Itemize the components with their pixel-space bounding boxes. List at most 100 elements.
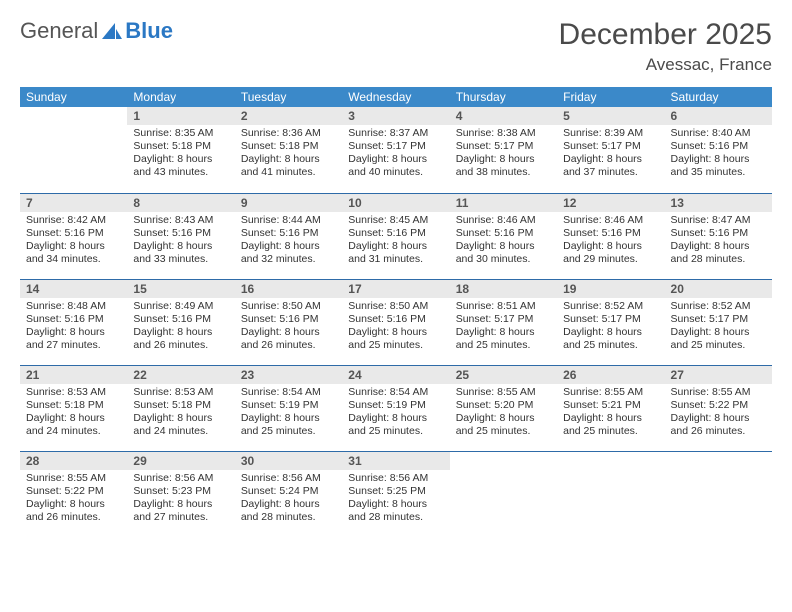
calendar-cell: 28Sunrise: 8:55 AMSunset: 5:22 PMDayligh… xyxy=(20,451,127,537)
day-number: 27 xyxy=(665,366,772,384)
day-number: 4 xyxy=(450,107,557,125)
logo-text-blue: Blue xyxy=(125,18,173,44)
dow-header: Friday xyxy=(557,87,664,107)
day-number: 18 xyxy=(450,280,557,298)
day-number: 14 xyxy=(20,280,127,298)
day-detail: Sunrise: 8:56 AMSunset: 5:23 PMDaylight:… xyxy=(127,470,234,529)
calendar-cell: 8Sunrise: 8:43 AMSunset: 5:16 PMDaylight… xyxy=(127,193,234,279)
day-detail: Sunrise: 8:39 AMSunset: 5:17 PMDaylight:… xyxy=(557,125,664,184)
calendar-cell: 21Sunrise: 8:53 AMSunset: 5:18 PMDayligh… xyxy=(20,365,127,451)
day-detail: Sunrise: 8:48 AMSunset: 5:16 PMDaylight:… xyxy=(20,298,127,357)
calendar-cell: 25Sunrise: 8:55 AMSunset: 5:20 PMDayligh… xyxy=(450,365,557,451)
day-detail: Sunrise: 8:47 AMSunset: 5:16 PMDaylight:… xyxy=(665,212,772,271)
calendar-cell: 17Sunrise: 8:50 AMSunset: 5:16 PMDayligh… xyxy=(342,279,449,365)
calendar-cell: 18Sunrise: 8:51 AMSunset: 5:17 PMDayligh… xyxy=(450,279,557,365)
day-number: 17 xyxy=(342,280,449,298)
calendar-week-row: 21Sunrise: 8:53 AMSunset: 5:18 PMDayligh… xyxy=(20,365,772,451)
calendar-cell: 26Sunrise: 8:55 AMSunset: 5:21 PMDayligh… xyxy=(557,365,664,451)
dow-header: Wednesday xyxy=(342,87,449,107)
calendar-header: SundayMondayTuesdayWednesdayThursdayFrid… xyxy=(20,87,772,107)
calendar-cell: 19Sunrise: 8:52 AMSunset: 5:17 PMDayligh… xyxy=(557,279,664,365)
day-detail: Sunrise: 8:51 AMSunset: 5:17 PMDaylight:… xyxy=(450,298,557,357)
day-number: 31 xyxy=(342,452,449,470)
title-block: December 2025 Avessac, France xyxy=(559,18,772,83)
calendar-week-row: 1Sunrise: 8:35 AMSunset: 5:18 PMDaylight… xyxy=(20,107,772,193)
day-detail: Sunrise: 8:53 AMSunset: 5:18 PMDaylight:… xyxy=(20,384,127,443)
day-number: 5 xyxy=(557,107,664,125)
page-title: December 2025 xyxy=(559,18,772,51)
day-number: 23 xyxy=(235,366,342,384)
day-number: 24 xyxy=(342,366,449,384)
day-number: 15 xyxy=(127,280,234,298)
day-detail: Sunrise: 8:55 AMSunset: 5:20 PMDaylight:… xyxy=(450,384,557,443)
calendar-cell xyxy=(450,451,557,537)
calendar-cell: 10Sunrise: 8:45 AMSunset: 5:16 PMDayligh… xyxy=(342,193,449,279)
calendar-page: General Blue December 2025 Avessac, Fran… xyxy=(0,0,792,547)
calendar-week-row: 14Sunrise: 8:48 AMSunset: 5:16 PMDayligh… xyxy=(20,279,772,365)
calendar-cell: 22Sunrise: 8:53 AMSunset: 5:18 PMDayligh… xyxy=(127,365,234,451)
calendar-cell: 3Sunrise: 8:37 AMSunset: 5:17 PMDaylight… xyxy=(342,107,449,193)
calendar-cell: 14Sunrise: 8:48 AMSunset: 5:16 PMDayligh… xyxy=(20,279,127,365)
calendar-cell: 4Sunrise: 8:38 AMSunset: 5:17 PMDaylight… xyxy=(450,107,557,193)
day-number: 11 xyxy=(450,194,557,212)
calendar-cell: 9Sunrise: 8:44 AMSunset: 5:16 PMDaylight… xyxy=(235,193,342,279)
day-number: 21 xyxy=(20,366,127,384)
day-detail: Sunrise: 8:36 AMSunset: 5:18 PMDaylight:… xyxy=(235,125,342,184)
calendar-cell xyxy=(665,451,772,537)
calendar-cell: 15Sunrise: 8:49 AMSunset: 5:16 PMDayligh… xyxy=(127,279,234,365)
logo: General Blue xyxy=(20,18,173,44)
calendar-cell: 2Sunrise: 8:36 AMSunset: 5:18 PMDaylight… xyxy=(235,107,342,193)
day-detail: Sunrise: 8:40 AMSunset: 5:16 PMDaylight:… xyxy=(665,125,772,184)
calendar-cell: 27Sunrise: 8:55 AMSunset: 5:22 PMDayligh… xyxy=(665,365,772,451)
calendar-cell: 30Sunrise: 8:56 AMSunset: 5:24 PMDayligh… xyxy=(235,451,342,537)
day-number: 6 xyxy=(665,107,772,125)
calendar-cell: 20Sunrise: 8:52 AMSunset: 5:17 PMDayligh… xyxy=(665,279,772,365)
day-number: 30 xyxy=(235,452,342,470)
day-detail: Sunrise: 8:56 AMSunset: 5:25 PMDaylight:… xyxy=(342,470,449,529)
day-number: 12 xyxy=(557,194,664,212)
day-number: 7 xyxy=(20,194,127,212)
day-detail: Sunrise: 8:46 AMSunset: 5:16 PMDaylight:… xyxy=(557,212,664,271)
day-number: 16 xyxy=(235,280,342,298)
day-detail: Sunrise: 8:53 AMSunset: 5:18 PMDaylight:… xyxy=(127,384,234,443)
calendar-cell xyxy=(20,107,127,193)
page-subtitle: Avessac, France xyxy=(559,55,772,75)
day-detail: Sunrise: 8:52 AMSunset: 5:17 PMDaylight:… xyxy=(557,298,664,357)
day-detail: Sunrise: 8:35 AMSunset: 5:18 PMDaylight:… xyxy=(127,125,234,184)
day-number: 13 xyxy=(665,194,772,212)
day-number: 8 xyxy=(127,194,234,212)
calendar-cell: 16Sunrise: 8:50 AMSunset: 5:16 PMDayligh… xyxy=(235,279,342,365)
dow-header: Monday xyxy=(127,87,234,107)
day-detail: Sunrise: 8:37 AMSunset: 5:17 PMDaylight:… xyxy=(342,125,449,184)
calendar-cell: 7Sunrise: 8:42 AMSunset: 5:16 PMDaylight… xyxy=(20,193,127,279)
day-detail: Sunrise: 8:38 AMSunset: 5:17 PMDaylight:… xyxy=(450,125,557,184)
logo-text-general: General xyxy=(20,18,98,44)
calendar-cell: 13Sunrise: 8:47 AMSunset: 5:16 PMDayligh… xyxy=(665,193,772,279)
day-detail: Sunrise: 8:44 AMSunset: 5:16 PMDaylight:… xyxy=(235,212,342,271)
day-number: 29 xyxy=(127,452,234,470)
dow-header: Saturday xyxy=(665,87,772,107)
dow-header: Sunday xyxy=(20,87,127,107)
calendar-table: SundayMondayTuesdayWednesdayThursdayFrid… xyxy=(20,87,772,537)
day-detail: Sunrise: 8:50 AMSunset: 5:16 PMDaylight:… xyxy=(342,298,449,357)
day-detail: Sunrise: 8:42 AMSunset: 5:16 PMDaylight:… xyxy=(20,212,127,271)
day-detail: Sunrise: 8:54 AMSunset: 5:19 PMDaylight:… xyxy=(342,384,449,443)
calendar-week-row: 28Sunrise: 8:55 AMSunset: 5:22 PMDayligh… xyxy=(20,451,772,537)
calendar-cell: 24Sunrise: 8:54 AMSunset: 5:19 PMDayligh… xyxy=(342,365,449,451)
day-detail: Sunrise: 8:56 AMSunset: 5:24 PMDaylight:… xyxy=(235,470,342,529)
day-number: 22 xyxy=(127,366,234,384)
dow-header: Tuesday xyxy=(235,87,342,107)
calendar-cell: 1Sunrise: 8:35 AMSunset: 5:18 PMDaylight… xyxy=(127,107,234,193)
day-number: 20 xyxy=(665,280,772,298)
day-detail: Sunrise: 8:46 AMSunset: 5:16 PMDaylight:… xyxy=(450,212,557,271)
calendar-cell: 5Sunrise: 8:39 AMSunset: 5:17 PMDaylight… xyxy=(557,107,664,193)
day-detail: Sunrise: 8:49 AMSunset: 5:16 PMDaylight:… xyxy=(127,298,234,357)
day-number: 28 xyxy=(20,452,127,470)
day-number: 9 xyxy=(235,194,342,212)
calendar-cell: 6Sunrise: 8:40 AMSunset: 5:16 PMDaylight… xyxy=(665,107,772,193)
day-detail: Sunrise: 8:43 AMSunset: 5:16 PMDaylight:… xyxy=(127,212,234,271)
day-detail: Sunrise: 8:55 AMSunset: 5:22 PMDaylight:… xyxy=(20,470,127,529)
day-number: 1 xyxy=(127,107,234,125)
day-detail: Sunrise: 8:52 AMSunset: 5:17 PMDaylight:… xyxy=(665,298,772,357)
day-detail: Sunrise: 8:55 AMSunset: 5:22 PMDaylight:… xyxy=(665,384,772,443)
